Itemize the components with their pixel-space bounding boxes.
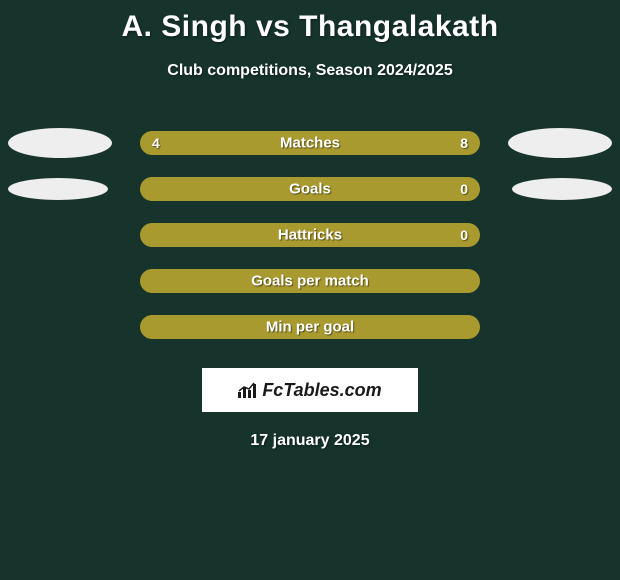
bar-track xyxy=(140,223,480,247)
bar-track xyxy=(140,177,480,201)
logo: FcTables.com xyxy=(238,380,381,401)
page-title: A. Singh vs Thangalakath xyxy=(0,0,620,44)
bar-fill-left xyxy=(140,315,480,339)
bar-track xyxy=(140,315,480,339)
page-subtitle: Club competitions, Season 2024/2025 xyxy=(0,62,620,80)
chart-icon xyxy=(238,382,258,398)
stat-row: Matches48 xyxy=(0,120,620,166)
bar-fill-left xyxy=(140,223,480,247)
bar-fill-left xyxy=(140,131,253,155)
bar-fill-left xyxy=(140,269,480,293)
player-avatar-right xyxy=(508,128,612,158)
stat-row: Goals0 xyxy=(0,166,620,212)
date-line: 17 january 2025 xyxy=(0,432,620,450)
comparison-chart: Matches48Goals0Hattricks0Goals per match… xyxy=(0,120,620,350)
stat-row: Hattricks0 xyxy=(0,212,620,258)
player-avatar-right xyxy=(512,178,612,200)
stat-row: Goals per match xyxy=(0,258,620,304)
player-avatar-left xyxy=(8,178,108,200)
stat-row: Min per goal xyxy=(0,304,620,350)
bar-fill-right xyxy=(253,131,480,155)
player-avatar-left xyxy=(8,128,112,158)
bar-track xyxy=(140,131,480,155)
logo-box: FcTables.com xyxy=(202,368,418,412)
logo-text: FcTables.com xyxy=(262,380,381,401)
bar-track xyxy=(140,269,480,293)
bar-fill-left xyxy=(140,177,480,201)
